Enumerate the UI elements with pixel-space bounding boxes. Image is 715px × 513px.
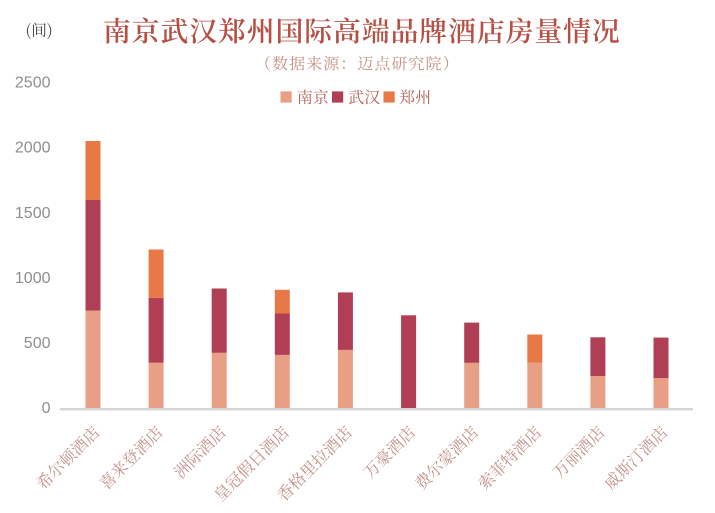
svg-text:2500: 2500 <box>15 75 51 92</box>
svg-text:500: 500 <box>24 335 51 352</box>
svg-text:1500: 1500 <box>15 205 51 222</box>
svg-text:1000: 1000 <box>15 270 51 287</box>
svg-text:0: 0 <box>42 400 51 417</box>
svg-text:2000: 2000 <box>15 140 51 157</box>
